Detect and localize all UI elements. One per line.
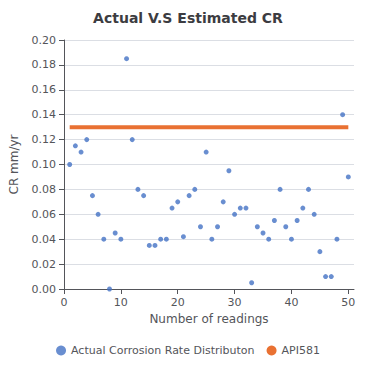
- svg-text:0.16: 0.16: [32, 83, 57, 96]
- svg-text:0.06: 0.06: [32, 208, 57, 221]
- svg-text:40: 40: [284, 296, 298, 309]
- svg-text:0.14: 0.14: [32, 108, 57, 121]
- svg-text:0.12: 0.12: [32, 133, 57, 146]
- svg-text:Number of readings: Number of readings: [149, 312, 268, 326]
- svg-text:0.00: 0.00: [32, 283, 57, 296]
- svg-text:0.04: 0.04: [32, 233, 57, 246]
- svg-text:Actual V.S Estimated CR: Actual V.S Estimated CR: [93, 10, 283, 26]
- svg-text:0.10: 0.10: [32, 158, 57, 171]
- svg-text:10: 10: [114, 296, 128, 309]
- svg-text:Actual Corrosion Rate Distribu: Actual Corrosion Rate Distributon: [71, 344, 255, 357]
- svg-text:20: 20: [171, 296, 185, 309]
- svg-text:0: 0: [61, 296, 68, 309]
- svg-text:0.08: 0.08: [32, 183, 57, 196]
- svg-text:30: 30: [228, 296, 242, 309]
- svg-text:0.02: 0.02: [32, 258, 57, 271]
- svg-text:50: 50: [341, 296, 355, 309]
- svg-text:CR mm/yr: CR mm/yr: [7, 134, 21, 194]
- svg-text:0.20: 0.20: [32, 34, 57, 47]
- svg-text:0.18: 0.18: [32, 58, 57, 71]
- svg-text:API581: API581: [282, 344, 320, 357]
